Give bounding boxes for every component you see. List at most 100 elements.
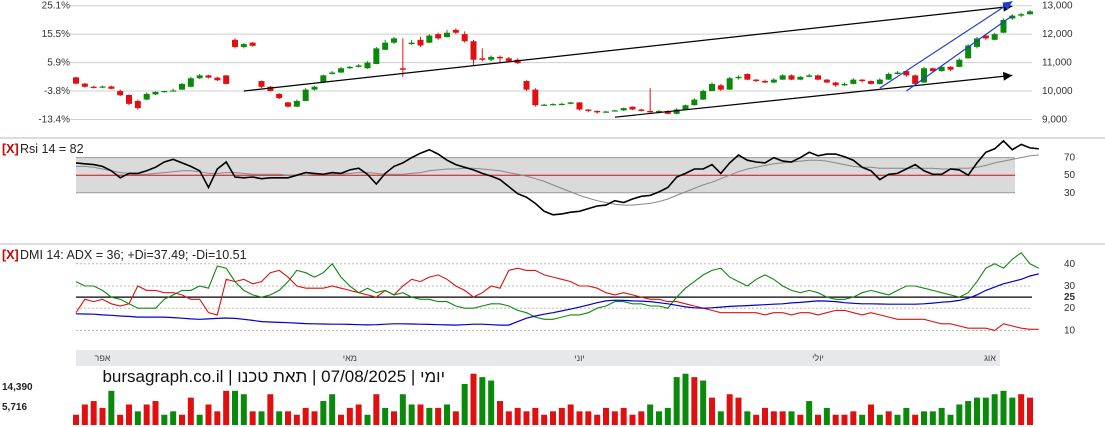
- candle-body: [841, 83, 848, 86]
- candle-body: [417, 39, 424, 46]
- dmi-tick: 20: [1064, 303, 1076, 314]
- dmi-plus-di-line: [75, 251, 1040, 320]
- candle-body: [585, 109, 592, 111]
- dmi-tick: 10: [1064, 325, 1076, 336]
- volume-bar: [620, 407, 627, 425]
- candle-body: [99, 86, 106, 88]
- volume-bar: [770, 411, 777, 425]
- volume-bar: [444, 404, 450, 425]
- rsi-tick: 50: [1064, 170, 1076, 181]
- volume-bar: [187, 397, 194, 425]
- volume-bar: [841, 414, 848, 425]
- volume-bar: [550, 411, 556, 425]
- volume-bar: [179, 414, 185, 425]
- candle-body: [682, 105, 689, 110]
- trendline: [243, 5, 1013, 92]
- dmi-tick: 25: [1064, 292, 1076, 303]
- volume-bar: [205, 404, 212, 425]
- volume-bar: [488, 380, 495, 425]
- dmi-tick: 40: [1064, 259, 1076, 270]
- candle-body: [426, 35, 433, 43]
- volume-bar: [664, 407, 671, 425]
- candle-body: [629, 106, 636, 110]
- candle-body: [346, 66, 353, 69]
- month-strip: [76, 350, 1000, 366]
- candle-body: [638, 109, 645, 111]
- price-right-tick: 12,000: [1042, 29, 1073, 40]
- volume-bar: [717, 411, 724, 425]
- volume-bar: [1009, 397, 1016, 425]
- dmi-adx-line: [75, 273, 1039, 326]
- month-label: אוג: [984, 353, 996, 363]
- price-right-tick: 9,000: [1042, 114, 1067, 125]
- volume-bar: [346, 407, 353, 425]
- candle-body: [991, 34, 998, 40]
- volume-bar: [894, 414, 901, 425]
- volume-bar: [823, 407, 830, 425]
- candle-body: [620, 108, 627, 111]
- volume-bar: [452, 411, 459, 425]
- candle-body: [117, 91, 124, 96]
- candle-body: [762, 81, 768, 83]
- volume-bar: [903, 407, 910, 425]
- volume-bar: [1027, 397, 1033, 425]
- volume-bar: [762, 407, 768, 425]
- candle-body: [1000, 19, 1007, 33]
- month-label: מאי: [343, 353, 357, 363]
- volume-bar: [338, 414, 344, 425]
- volume-bar: [382, 407, 389, 425]
- candle-body: [232, 39, 238, 47]
- candle-body: [691, 99, 698, 106]
- volume-bar: [249, 411, 256, 425]
- rsi-close-button[interactable]: [X]: [2, 142, 19, 156]
- candle-body: [514, 59, 521, 64]
- candle-body: [1018, 14, 1025, 16]
- candle-body: [258, 81, 265, 87]
- volume-bar: [876, 414, 883, 425]
- volume-bar: [232, 390, 238, 425]
- dmi-title: DMI 14: ADX = 36; +Di=37.49; -Di=10.51: [20, 248, 247, 262]
- volume-bar: [497, 401, 503, 425]
- candle-body: [885, 73, 892, 80]
- volume-bar: [1000, 390, 1007, 425]
- volume-bar: [956, 404, 963, 425]
- volume-bar: [293, 414, 300, 425]
- candle-body: [505, 58, 512, 62]
- volume-bar: [947, 414, 954, 425]
- candle-body: [205, 75, 212, 78]
- volume-bar: [656, 411, 662, 425]
- candle-body: [594, 110, 601, 113]
- volume-bar: [576, 411, 583, 425]
- candle-body: [364, 62, 371, 69]
- candle-body: [700, 91, 707, 100]
- candle-body: [470, 41, 477, 60]
- trendline: [879, 0, 1013, 89]
- dmi-close-button[interactable]: [X]: [2, 248, 19, 262]
- price-left-tick: 25.1%: [42, 1, 70, 12]
- candle-body: [550, 104, 556, 106]
- candle-body: [311, 86, 318, 90]
- candle-body: [656, 110, 662, 113]
- candle-body: [815, 75, 821, 80]
- trendline-arrow: [1002, 1, 1013, 11]
- volume-mid-label: 5,716: [2, 402, 27, 413]
- candle-body: [859, 79, 866, 82]
- price-left-tick: -13.4%: [38, 114, 70, 125]
- volume-bar: [594, 414, 601, 425]
- candle-body: [868, 81, 874, 84]
- volume-bar: [735, 397, 742, 425]
- volume-bar: [921, 411, 927, 425]
- candle-body: [797, 76, 804, 80]
- volume-bar: [258, 411, 265, 425]
- volume-bar: [134, 411, 141, 425]
- candle-body: [974, 38, 980, 47]
- candle-body: [965, 45, 972, 59]
- candle-body: [921, 68, 927, 83]
- candle-body: [673, 109, 680, 114]
- rsi-tick: 70: [1064, 153, 1076, 164]
- volume-bar: [938, 407, 945, 425]
- volume-bar: [355, 404, 362, 425]
- volume-bar: [673, 377, 680, 425]
- volume-bar: [152, 401, 159, 425]
- volume-bar: [638, 411, 645, 425]
